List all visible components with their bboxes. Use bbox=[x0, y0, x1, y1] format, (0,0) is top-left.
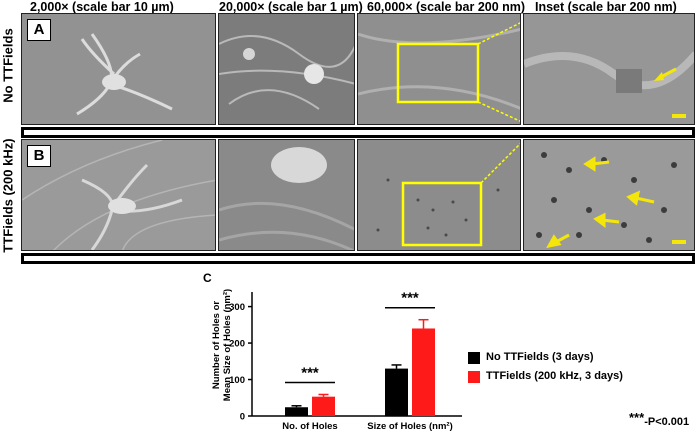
column-title-20000x: 20,000× (scale bar 1 µm) bbox=[219, 0, 363, 14]
zoom-box-a bbox=[396, 42, 480, 104]
x-category-label-1: Size of Holes (nm²) bbox=[367, 421, 453, 432]
sem-panel-a-2000x: A bbox=[21, 13, 216, 125]
bar-0-1 bbox=[312, 396, 335, 416]
divider-strip-a bbox=[21, 127, 695, 138]
panel-letter-a: A bbox=[27, 19, 51, 41]
legend-label-control: No TTFields (3 days) bbox=[486, 351, 594, 363]
sem-panel-b-60000x bbox=[357, 139, 521, 251]
chart-ylabel-line1: Number of Holes or bbox=[211, 301, 222, 389]
sem-panel-a-inset bbox=[523, 13, 695, 125]
chart-ylabel-line2: Mean Size of Holes (nm²) bbox=[222, 289, 233, 401]
legend-swatch-control bbox=[468, 352, 480, 364]
legend-label-treated: TTFields (200 kHz, 3 days) bbox=[486, 370, 623, 382]
column-title-inset: Inset (scale bar 200 nm) bbox=[535, 0, 677, 14]
bar-0-0 bbox=[285, 407, 308, 416]
y-tick-label-3: 300 bbox=[229, 302, 245, 313]
p-value-note: ***-P<0.001 bbox=[629, 410, 689, 428]
sem-panel-b-inset bbox=[523, 139, 695, 251]
bar-1-1 bbox=[412, 328, 435, 416]
divider-strip-b bbox=[21, 253, 695, 264]
sem-panel-a-20000x bbox=[218, 13, 355, 125]
x-category-label-0: No. of Holes bbox=[282, 421, 337, 432]
bar-1-0 bbox=[385, 368, 408, 416]
column-title-60000x: 60,000× (scale bar 200 nm) bbox=[367, 0, 526, 14]
p-value-text: -P<0.001 bbox=[644, 416, 690, 428]
column-title-2000x: 2,000× (scale bar 10 µm) bbox=[30, 0, 174, 14]
significance-stars-1: *** bbox=[401, 290, 419, 307]
zoom-box-b bbox=[401, 181, 483, 247]
y-tick-label-0: 0 bbox=[240, 412, 245, 423]
p-value-stars: *** bbox=[629, 410, 645, 425]
y-tick-label-1: 100 bbox=[229, 375, 245, 386]
sem-panel-b-20000x bbox=[218, 139, 355, 251]
y-tick-label-2: 200 bbox=[229, 339, 245, 350]
sem-panel-a-60000x bbox=[357, 13, 521, 125]
panel-letter-c: C bbox=[203, 271, 212, 285]
sem-panel-b-2000x: B bbox=[21, 139, 216, 251]
legend-swatch-treated bbox=[468, 371, 480, 383]
panel-letter-b: B bbox=[27, 145, 51, 167]
significance-stars-0: *** bbox=[301, 364, 319, 381]
